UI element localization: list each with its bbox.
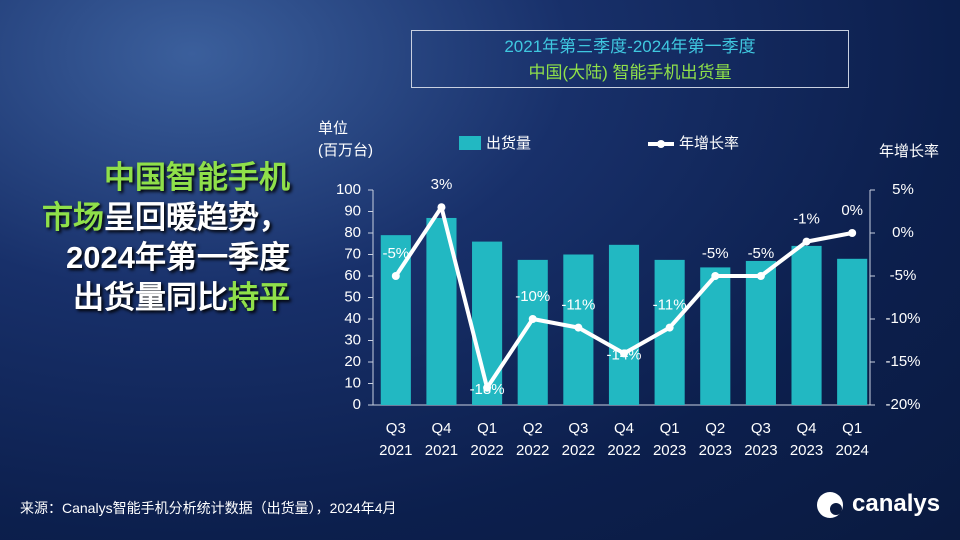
growth-point bbox=[483, 383, 492, 392]
legend-swatch bbox=[459, 136, 481, 150]
y-tick-label: 10 bbox=[344, 374, 361, 391]
chart-title: 2021年第三季度-2024年第一季度 bbox=[504, 37, 756, 56]
x-tick-label: Q1 2024 bbox=[835, 420, 869, 459]
data-label: -5% bbox=[382, 245, 409, 262]
growth-point bbox=[802, 237, 811, 246]
bar bbox=[608, 244, 640, 405]
legend-label: 出货量 bbox=[486, 135, 531, 152]
x-tick-label: Q4 2021 bbox=[424, 420, 459, 459]
growth-point bbox=[391, 272, 400, 280]
data-label: -10% bbox=[515, 288, 550, 305]
y-tick-label: 70 bbox=[344, 245, 361, 262]
headline-line: 2024年第一季度 bbox=[20, 238, 290, 278]
y-tick-label: 50 bbox=[344, 288, 361, 305]
title-box: 2021年第三季度-2024年第一季度 中国(大陆) 智能手机出货量 bbox=[411, 30, 849, 88]
x-tick-label: Q3 2023 bbox=[744, 420, 778, 459]
x-tick-label: Q2 2022 bbox=[516, 420, 550, 459]
data-label: -11% bbox=[561, 297, 595, 314]
y2-tick-label: 0% bbox=[892, 224, 914, 241]
data-label: -11% bbox=[653, 297, 687, 314]
y2-tick-label: 5% bbox=[892, 181, 914, 198]
y2-tick-label: -5% bbox=[890, 267, 917, 284]
x-tick-label: Q3 2021 bbox=[379, 420, 413, 459]
headline-line: 出货量同比持平 bbox=[20, 278, 290, 318]
data-label: -5% bbox=[702, 245, 729, 262]
bar bbox=[837, 258, 868, 405]
data-label: 0% bbox=[841, 202, 863, 219]
legend-label: 年增长率 bbox=[679, 135, 739, 152]
headline-text: 2024年第一季度 bbox=[66, 240, 290, 275]
y-tick-label: 60 bbox=[344, 267, 361, 284]
headline-line: 市场呈回暖趋势， bbox=[20, 198, 290, 238]
logo-mark bbox=[830, 503, 842, 515]
y2-axis-title: 年增长率 bbox=[879, 143, 939, 160]
logo: canalys bbox=[852, 490, 941, 517]
growth-point bbox=[528, 315, 537, 323]
bar bbox=[791, 245, 822, 405]
y-tick-label: 40 bbox=[344, 310, 361, 327]
y-axis-title: 单位 (百万台) bbox=[318, 120, 373, 159]
source: 来源：Canalys智能手机分析统计数据（出货量），2024年4月 bbox=[20, 500, 397, 516]
y2-tick-label: -20% bbox=[885, 396, 920, 413]
headline-text: 持平 bbox=[228, 280, 290, 315]
y-tick-label: 80 bbox=[344, 224, 361, 241]
headline-text: 中国智能手机 bbox=[104, 160, 290, 195]
x-tick-label: Q4 2023 bbox=[789, 420, 824, 459]
x-tick-label: Q1 2023 bbox=[652, 420, 687, 459]
chart-subtitle: 中国(大陆) 智能手机出货量 bbox=[528, 63, 732, 82]
growth-point bbox=[574, 323, 583, 332]
bar bbox=[472, 241, 503, 405]
x-tick-label: Q2 2023 bbox=[698, 420, 732, 459]
growth-point bbox=[437, 203, 446, 212]
headline-line: 中国智能手机 bbox=[20, 158, 290, 198]
y-tick-label: 0 bbox=[353, 396, 361, 413]
headline-text: 市场 bbox=[42, 200, 104, 235]
x-tick-label: Q4 2022 bbox=[607, 420, 641, 459]
growth-point bbox=[711, 272, 720, 280]
y2-tick-label: -15% bbox=[885, 353, 920, 370]
legend-marker bbox=[657, 140, 665, 148]
headline-text: 呈回暖趋势， bbox=[104, 200, 290, 235]
growth-point bbox=[848, 229, 857, 237]
growth-point bbox=[756, 272, 765, 280]
headline-text: 出货量同比 bbox=[73, 280, 228, 315]
data-label: -5% bbox=[748, 245, 775, 262]
data-label: -18% bbox=[470, 381, 505, 398]
data-label: -14% bbox=[606, 346, 641, 363]
y-tick-label: 30 bbox=[344, 331, 361, 348]
growth-point bbox=[620, 349, 628, 358]
x-tick-label: Q3 2022 bbox=[561, 420, 596, 459]
y2-tick-label: -10% bbox=[885, 310, 920, 327]
headline: 中国智能手机 市场呈回暖趋势， 2024年第一季度 出货量同比持平 bbox=[20, 158, 290, 318]
data-label: -1% bbox=[793, 211, 820, 228]
y-tick-label: 100 bbox=[336, 181, 361, 198]
x-tick-label: Q1 2022 bbox=[470, 420, 504, 459]
y-tick-label: 90 bbox=[344, 202, 361, 219]
bar bbox=[745, 260, 776, 405]
growth-point bbox=[665, 323, 674, 332]
y-tick-label: 20 bbox=[344, 353, 361, 370]
data-label: 3% bbox=[431, 176, 453, 193]
